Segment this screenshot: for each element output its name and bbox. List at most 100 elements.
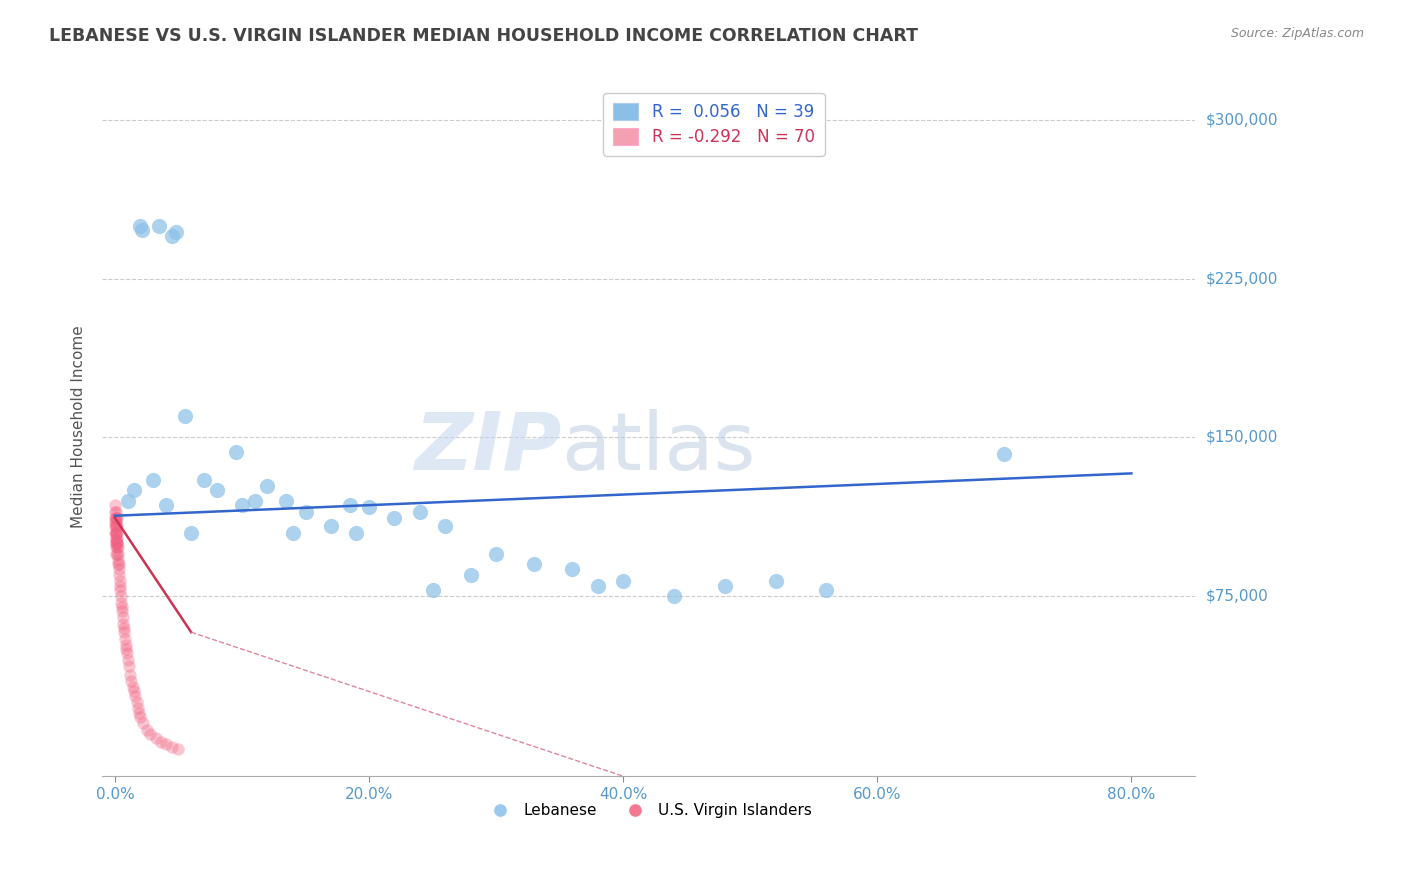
Point	[104, 525, 127, 540]
Point	[714, 579, 737, 593]
Point	[114, 632, 136, 646]
Point	[135, 723, 157, 737]
Point	[110, 596, 132, 610]
Point	[104, 504, 127, 518]
Point	[104, 511, 127, 525]
Point	[105, 532, 128, 546]
Point	[108, 568, 131, 582]
Point	[104, 511, 127, 525]
Point	[357, 500, 380, 515]
Point	[114, 638, 136, 652]
Point	[243, 494, 266, 508]
Point	[118, 659, 141, 673]
Point	[485, 547, 508, 561]
Point	[149, 735, 172, 749]
Point	[155, 738, 177, 752]
Point	[105, 536, 128, 550]
Point	[105, 541, 128, 555]
Point	[256, 479, 278, 493]
Point	[281, 525, 304, 540]
Point	[148, 219, 170, 233]
Point	[110, 589, 132, 603]
Point	[586, 579, 609, 593]
Point	[104, 504, 127, 518]
Point	[112, 616, 135, 631]
Point	[111, 610, 134, 624]
Point	[108, 562, 131, 576]
Point	[121, 680, 143, 694]
Point	[132, 716, 155, 731]
Point	[104, 519, 127, 533]
Point	[160, 229, 183, 244]
Point	[104, 519, 127, 533]
Point	[124, 689, 146, 703]
Point	[117, 494, 139, 508]
Text: $150,000: $150,000	[1206, 430, 1278, 445]
Point	[104, 532, 127, 546]
Point	[112, 621, 135, 635]
Point	[115, 642, 138, 657]
Point	[107, 553, 129, 567]
Point	[139, 727, 162, 741]
Point	[344, 525, 367, 540]
Point	[107, 541, 129, 555]
Point	[104, 498, 127, 512]
Point	[108, 579, 131, 593]
Point	[276, 494, 298, 508]
Text: Source: ZipAtlas.com: Source: ZipAtlas.com	[1230, 27, 1364, 40]
Point	[114, 625, 136, 640]
Point	[105, 525, 128, 540]
Point	[105, 536, 128, 550]
Point	[105, 532, 128, 546]
Point	[231, 498, 253, 512]
Point	[131, 223, 153, 237]
Point	[384, 511, 406, 525]
Point	[104, 515, 127, 529]
Point	[105, 536, 128, 550]
Point	[165, 225, 187, 239]
Point	[815, 582, 838, 597]
Point	[409, 504, 432, 518]
Point	[105, 525, 128, 540]
Point	[167, 741, 190, 756]
Point	[107, 558, 129, 572]
Point	[193, 473, 215, 487]
Point	[129, 219, 152, 233]
Point	[319, 519, 342, 533]
Point	[561, 562, 583, 576]
Point	[111, 604, 134, 618]
Point	[125, 695, 148, 709]
Point	[422, 582, 444, 597]
Point	[115, 646, 138, 660]
Point	[110, 582, 132, 597]
Point	[129, 710, 152, 724]
Text: atlas: atlas	[561, 409, 755, 487]
Text: $225,000: $225,000	[1206, 271, 1278, 286]
Point	[105, 541, 128, 555]
Point	[127, 701, 149, 715]
Point	[107, 558, 129, 572]
Legend: Lebanese, U.S. Virgin Islanders: Lebanese, U.S. Virgin Islanders	[479, 797, 818, 824]
Point	[120, 673, 142, 688]
Point	[765, 574, 787, 589]
Point	[434, 519, 457, 533]
Text: LEBANESE VS U.S. VIRGIN ISLANDER MEDIAN HOUSEHOLD INCOME CORRELATION CHART: LEBANESE VS U.S. VIRGIN ISLANDER MEDIAN …	[49, 27, 918, 45]
Point	[460, 568, 482, 582]
Point	[180, 525, 202, 540]
Point	[111, 599, 134, 614]
Point	[105, 519, 128, 533]
Text: $300,000: $300,000	[1206, 112, 1278, 128]
Point	[225, 445, 247, 459]
Point	[105, 519, 128, 533]
Point	[104, 515, 127, 529]
Point	[120, 667, 142, 681]
Point	[117, 653, 139, 667]
Point	[155, 498, 177, 512]
Text: ZIP: ZIP	[413, 409, 561, 487]
Point	[142, 473, 165, 487]
Text: $75,000: $75,000	[1206, 589, 1268, 604]
Point	[662, 589, 685, 603]
Point	[205, 483, 228, 498]
Point	[612, 574, 634, 589]
Point	[108, 574, 131, 589]
